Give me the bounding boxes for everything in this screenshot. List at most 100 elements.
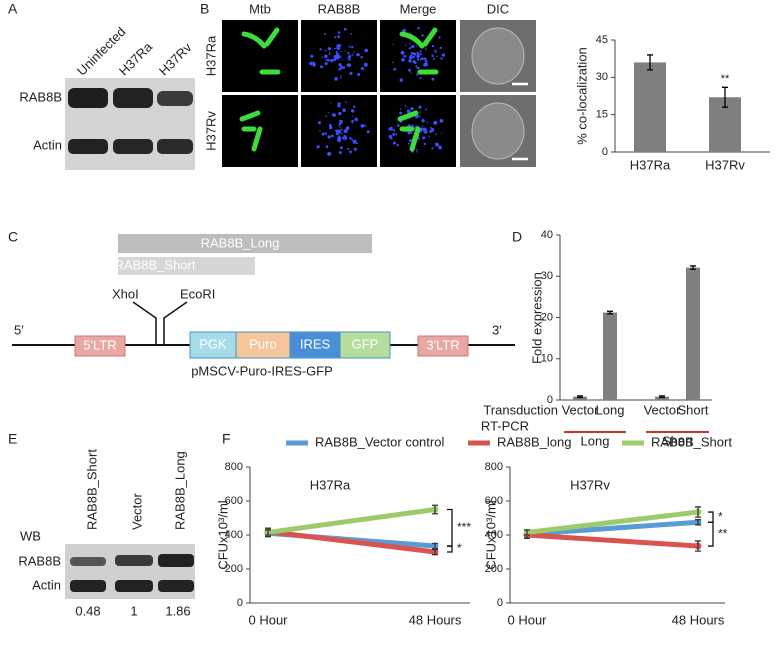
- fluorescent-dot: [324, 33, 326, 35]
- error-bar: [577, 395, 583, 399]
- fluorescent-dot: [435, 142, 439, 147]
- fluorescent-dot: [335, 132, 339, 136]
- series-line: [526, 519, 699, 537]
- fluorescent-dot: [351, 53, 354, 56]
- element-box: [189, 331, 237, 359]
- fluorescent-dot: [348, 45, 351, 48]
- fluorescent-dot: [312, 63, 316, 67]
- fluorescent-dot: [419, 77, 422, 80]
- insert-bar: [118, 257, 255, 275]
- fluorescent-dot: [395, 133, 398, 136]
- fluorescent-dot: [320, 65, 324, 69]
- element-label: PGK: [199, 336, 227, 351]
- y-tick-label: 0: [497, 597, 503, 609]
- y-tick-label: 20: [541, 311, 553, 323]
- fluorescent-dot: [344, 138, 347, 141]
- fluorescent-dot: [336, 43, 341, 48]
- fluorescent-dot: [429, 130, 432, 133]
- bacillus: [397, 110, 421, 152]
- panel-label: E: [8, 431, 17, 447]
- fluorescent-dot: [416, 66, 420, 70]
- panel-label: B: [200, 1, 209, 17]
- fluorescent-dot: [410, 131, 413, 134]
- fluorescent-dot: [416, 54, 420, 58]
- fluorescent-dot: [353, 147, 357, 151]
- fluorescent-dot: [334, 47, 336, 50]
- fluorescent-dot: [441, 53, 446, 57]
- fluorescent-dot: [409, 46, 412, 49]
- bacillus: [239, 110, 263, 152]
- fluorescent-dot: [432, 57, 435, 60]
- fluorescent-dot: [357, 72, 361, 77]
- fluorescent-dot: [321, 132, 325, 136]
- fluorescent-dot: [329, 125, 333, 130]
- fluorescent-dot: [327, 112, 329, 114]
- x-tick-label: 48 Hours: [409, 612, 462, 627]
- fluorescent-dot: [356, 142, 358, 145]
- quantification: 1: [130, 603, 137, 618]
- band: [70, 580, 106, 592]
- fluorescent-dot: [430, 126, 432, 129]
- fluorescent-dot: [364, 48, 369, 53]
- fluorescent-dot: [419, 111, 422, 113]
- fluorescent-dot: [343, 129, 348, 134]
- y-axis-label: CFUx10³/ml: [483, 500, 498, 569]
- element-label: 5'LTR: [83, 337, 116, 352]
- fluorescent-dot: [399, 111, 403, 115]
- fluorescent-dot: [421, 119, 425, 123]
- panel-label: D: [512, 229, 522, 245]
- micrograph: [222, 20, 298, 92]
- fluorescent-dot: [435, 55, 438, 58]
- significance-bracket: [708, 511, 714, 523]
- fluorescent-dot: [416, 148, 419, 151]
- legend-label: RAB8B_Short: [651, 434, 732, 449]
- fluorescent-dot: [350, 45, 354, 49]
- fluorescent-dot: [387, 128, 390, 130]
- fluorescent-dot: [422, 34, 425, 37]
- bacillus: [399, 27, 439, 75]
- construct-name: pMSCV-Puro-IRES-GFP: [191, 363, 333, 378]
- fluorescent-dot: [396, 143, 399, 147]
- fluorescent-dot: [419, 52, 422, 56]
- fluorescent-dot: [350, 33, 353, 35]
- fluorescent-dot: [438, 36, 441, 39]
- error-bar: [695, 506, 701, 518]
- fluorescent-dot: [419, 58, 422, 61]
- fluorescent-dot: [347, 148, 350, 151]
- x-tick-label: Vector: [644, 402, 682, 417]
- bar: [655, 396, 669, 400]
- fluorescent-dot: [319, 130, 321, 132]
- x-tick-label: 0 Hour: [248, 612, 288, 627]
- column-label: DIC: [487, 1, 509, 16]
- fluorescent-dot: [329, 53, 331, 56]
- x-tick-label: Long: [596, 402, 625, 417]
- fluorescent-dot: [441, 132, 443, 134]
- significance-bracket: [447, 508, 453, 547]
- fluorescent-dot: [319, 48, 322, 51]
- significance: *: [718, 509, 723, 523]
- fluorescent-dot: [424, 61, 427, 64]
- column-label: Mtb: [249, 1, 271, 16]
- fluorescent-dot: [393, 67, 397, 71]
- chart-title: H37Ra: [310, 477, 351, 492]
- element-box: [74, 335, 126, 357]
- fluorescent-dot: [340, 128, 343, 131]
- bar: [573, 396, 587, 400]
- fluorescent-dot: [431, 147, 434, 150]
- fluorescent-dot: [438, 145, 442, 150]
- fluorescent-dot: [327, 47, 332, 51]
- fluorescent-dot: [414, 61, 417, 65]
- fluorescent-dot: [410, 51, 414, 55]
- error-bar: [695, 540, 701, 552]
- fluorescent-dot: [352, 139, 357, 144]
- y-tick-label: 200: [225, 563, 243, 575]
- fluorescent-dot: [310, 54, 314, 58]
- fluorescent-dot: [340, 132, 343, 135]
- row-label: Actin: [32, 577, 61, 592]
- band: [113, 88, 153, 108]
- fluorescent-dot: [419, 66, 421, 69]
- fluorescent-dot: [348, 55, 352, 58]
- insert-label: RAB8B_Long: [201, 235, 280, 250]
- y-tick-label: 0: [237, 597, 243, 609]
- fluorescent-dot: [408, 138, 413, 143]
